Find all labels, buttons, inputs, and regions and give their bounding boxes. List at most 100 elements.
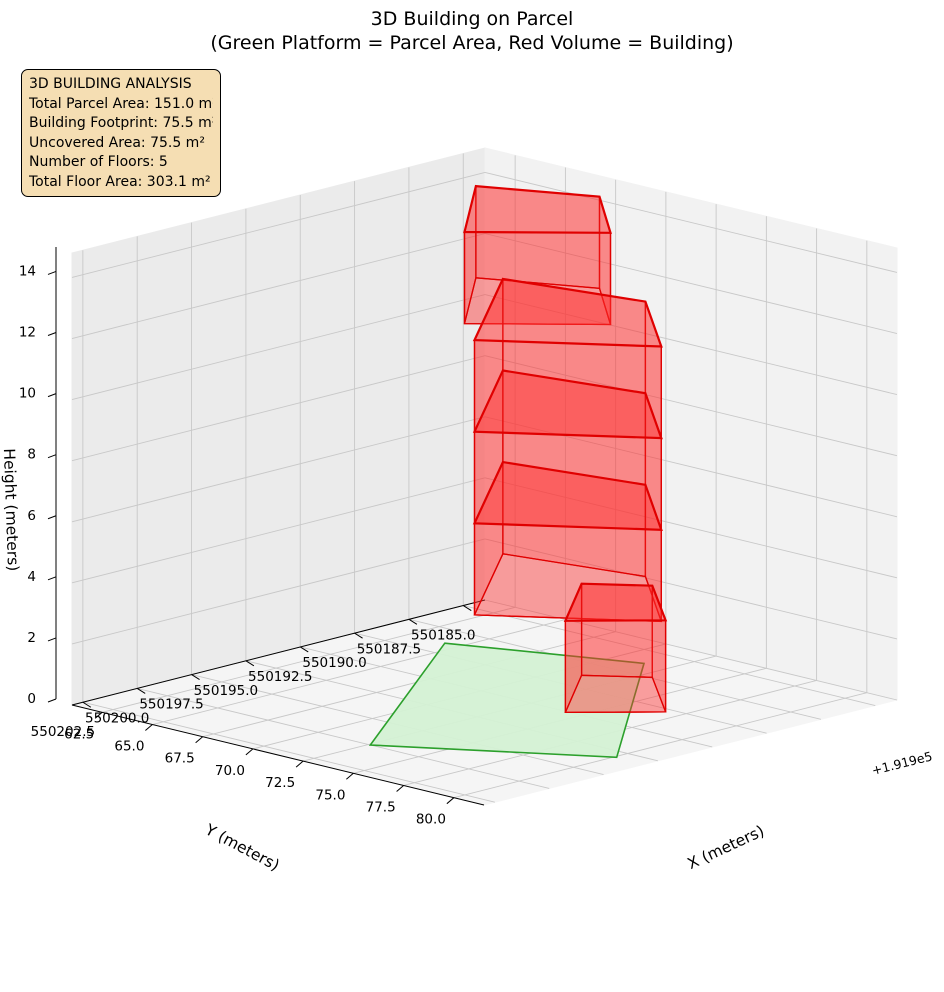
x-tick-label: 65.0 xyxy=(114,739,144,755)
z-tick xyxy=(47,576,57,581)
floor-top-face xyxy=(472,277,663,348)
y-axis-line xyxy=(71,599,486,706)
x-axis-line xyxy=(71,704,485,806)
y-tick xyxy=(136,687,146,694)
grid-line-z-left xyxy=(71,477,486,584)
x-offset-label: +1.919e5 xyxy=(870,748,934,778)
z-tick xyxy=(47,698,57,703)
y-tick xyxy=(408,618,418,625)
y-tick-label: 550190.0 xyxy=(302,655,366,671)
grid-line-x-floor xyxy=(102,606,516,713)
tick-marks xyxy=(47,270,472,805)
y-tick-label: 550200.0 xyxy=(85,710,149,726)
info-parcel-area: Total Parcel Area: 151.0 m² xyxy=(29,95,213,112)
y-tick xyxy=(191,674,200,681)
data-polygons xyxy=(368,184,668,759)
grid-line-z-right xyxy=(484,171,898,273)
z-tick-label: 14 xyxy=(19,263,36,279)
info-uncovered-area: Uncovered Area: 75.5 m² xyxy=(29,134,205,151)
y-tick-label: 550187.5 xyxy=(357,641,421,657)
floor-4 xyxy=(472,277,663,439)
z-tick xyxy=(47,393,57,398)
y-tick-label: 550197.5 xyxy=(139,697,203,713)
x-tick xyxy=(145,724,153,731)
floor-bottom-face xyxy=(564,674,667,714)
grid-line-y-floor xyxy=(82,701,495,803)
grid-line-z-right xyxy=(484,477,898,579)
grid-lines xyxy=(71,153,898,803)
x-tick xyxy=(195,736,203,744)
y-tick xyxy=(82,701,92,708)
info-heading: 3D BUILDING ANALYSIS xyxy=(29,76,192,92)
z-axis-label: Height (meters) xyxy=(0,448,22,572)
y-axis-label: Y (meters) xyxy=(201,820,282,874)
x-tick-label: 75.0 xyxy=(315,787,345,803)
x-tick xyxy=(295,760,304,768)
grid-line-z-right xyxy=(484,233,898,334)
x-tick-label: 72.5 xyxy=(265,775,295,791)
y-tick xyxy=(354,632,363,639)
z-tick-label: 4 xyxy=(27,569,36,585)
y-tick-label: 550192.5 xyxy=(248,669,312,685)
grid-line-z-left xyxy=(71,416,486,523)
x-tick-label: 62.5 xyxy=(64,726,94,742)
x-axis-label: X (meters) xyxy=(685,822,767,873)
grid-line-x-floor xyxy=(202,631,616,738)
chart-subtitle: (Green Platform = Parcel Area, Red Volum… xyxy=(210,32,734,54)
grid-line-x-floor xyxy=(152,619,566,725)
y-tick-label: 550185.0 xyxy=(411,628,475,644)
y-tick-label: 550195.0 xyxy=(194,683,258,699)
x-tick xyxy=(346,772,354,780)
z-tick-label: 8 xyxy=(27,447,36,463)
grid-line-z-right xyxy=(484,538,898,640)
y-tick-label: 550202.5 xyxy=(31,724,95,740)
y-tick xyxy=(462,605,472,611)
x-tick xyxy=(245,748,254,756)
x-tick-label: 77.5 xyxy=(366,799,396,815)
grid-line-z-right xyxy=(484,294,898,396)
x-tick-label: 80.0 xyxy=(416,812,446,828)
grid-line-z-left xyxy=(71,171,486,278)
z-tick-label: 2 xyxy=(27,630,36,646)
z-tick-label: 0 xyxy=(27,691,36,707)
z-tick-label: 6 xyxy=(27,508,36,524)
z-tick xyxy=(47,270,57,275)
x-tick xyxy=(94,711,103,719)
z-tick-label: 12 xyxy=(19,325,36,341)
grid-line-y-floor xyxy=(137,687,550,789)
floor-1 xyxy=(563,582,668,714)
parcel-platform xyxy=(368,642,646,759)
z-tick xyxy=(47,332,57,336)
grid-line-z-left xyxy=(71,538,486,645)
grid-line-z-left xyxy=(71,355,486,462)
floor-top-face xyxy=(463,184,612,234)
grid-line-z-left xyxy=(71,294,486,401)
floor-top-face xyxy=(472,369,663,440)
floor-top-face xyxy=(472,460,663,531)
grid-line-z-right xyxy=(484,355,898,457)
grid-line-z-right xyxy=(484,599,898,701)
axis-lines xyxy=(55,247,486,806)
x-tick-label: 67.5 xyxy=(165,751,195,767)
info-total-floor-area: Total Floor Area: 303.1 m² xyxy=(29,173,211,190)
z-tick-label: 10 xyxy=(19,386,36,402)
x-tick xyxy=(446,797,455,805)
z-tick xyxy=(47,454,57,459)
info-building-footprint: Building Footprint: 75.5 m² xyxy=(29,115,213,131)
y-tick xyxy=(299,646,309,653)
x-tick xyxy=(396,785,404,792)
z-tick xyxy=(47,515,57,520)
floor-top-face xyxy=(563,582,668,622)
z-tick xyxy=(47,637,57,642)
grid-line-x-floor xyxy=(453,692,867,799)
chart-title: 3D Building on Parcel xyxy=(370,8,574,30)
x-tick-label: 70.0 xyxy=(215,763,245,779)
analysis-info-box: 3D BUILDING ANALYSIS Total Parcel Area: … xyxy=(21,69,221,197)
grid-line-y-floor xyxy=(463,605,876,706)
grid-line-z-left xyxy=(71,233,486,339)
info-number-of-floors: Number of Floors: 5 xyxy=(29,154,168,170)
y-tick xyxy=(245,660,255,667)
floor-2 xyxy=(472,460,663,623)
